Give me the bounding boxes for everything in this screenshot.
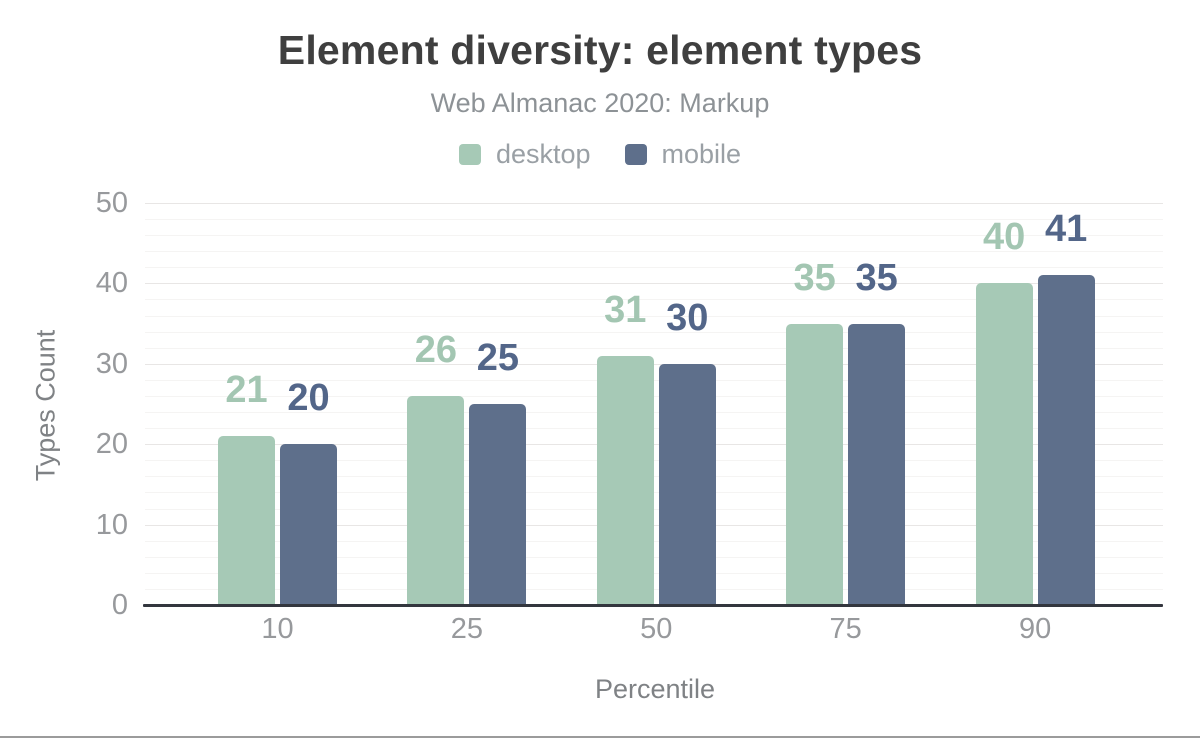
bar-mobile-p50 — [658, 363, 716, 605]
bar-value-label-mobile-p90: 41 — [1044, 208, 1088, 251]
legend-label-desktop: desktop — [495, 139, 591, 169]
x-axis-title: Percentile — [594, 674, 716, 704]
legend-swatch-mobile — [624, 144, 647, 165]
bar-desktop-p25 — [407, 395, 465, 605]
bar-desktop-p75 — [786, 323, 844, 605]
minor-gridline-14 — [145, 492, 1163, 494]
bar-value-label-mobile-p75: 35 — [855, 256, 898, 299]
x-tick-label-75: 75 — [829, 613, 862, 645]
x-tick-label-10: 10 — [261, 613, 294, 645]
major-gridline-50 — [145, 203, 1163, 204]
chart-subtitle: Web Almanac 2020: Markup — [430, 88, 770, 118]
bar-desktop-p10 — [218, 436, 275, 605]
bar-value-label-mobile-p50: 30 — [666, 296, 709, 339]
minor-gridline-16 — [145, 476, 1163, 478]
minor-gridline-24 — [145, 412, 1163, 414]
minor-gridline-38 — [145, 299, 1163, 301]
bar-value-label-desktop-p90: 40 — [982, 216, 1026, 259]
minor-gridline-4 — [145, 572, 1163, 574]
legend-item-desktop[interactable]: desktop — [458, 139, 591, 170]
x-tick-label-50: 50 — [640, 613, 673, 645]
bar-value-label-desktop-p25: 26 — [414, 328, 458, 371]
x-tick-label-25: 25 — [450, 613, 484, 645]
bar-value-label-mobile-p25: 25 — [476, 337, 520, 379]
minor-gridline-44 — [145, 251, 1163, 253]
y-tick-label-0: 0 — [111, 589, 128, 621]
figure-bottom-border — [0, 736, 1200, 738]
minor-gridline-28 — [145, 379, 1163, 381]
minor-gridline-46 — [145, 235, 1163, 237]
minor-gridline-8 — [145, 540, 1163, 542]
y-tick-label-50: 50 — [95, 187, 128, 219]
y-tick-label-30: 30 — [95, 347, 128, 380]
legend: desktop mobile — [0, 139, 1200, 170]
bar-value-label-mobile-p10: 20 — [287, 377, 330, 420]
minor-gridline-36 — [145, 315, 1163, 317]
y-tick-label-20: 20 — [95, 428, 128, 461]
bar-value-label-desktop-p10: 21 — [225, 369, 268, 412]
bar-desktop-p50 — [596, 355, 654, 605]
legend-swatch-desktop — [458, 144, 481, 165]
bar-value-label-desktop-p75: 35 — [793, 256, 836, 299]
legend-label-mobile: mobile — [661, 139, 742, 169]
minor-gridline-42 — [145, 267, 1163, 269]
major-gridline-20 — [145, 444, 1163, 446]
minor-gridline-22 — [145, 428, 1163, 430]
minor-gridline-34 — [145, 331, 1163, 333]
x-axis-line — [143, 604, 1163, 607]
minor-gridline-18 — [145, 460, 1163, 462]
minor-gridline-2 — [145, 588, 1163, 590]
bar-value-label-desktop-p50: 31 — [604, 288, 647, 331]
minor-gridline-12 — [145, 508, 1163, 510]
minor-gridline-48 — [145, 219, 1163, 221]
y-axis-title: Types Count — [30, 329, 61, 482]
legend-item-mobile[interactable]: mobile — [624, 139, 742, 170]
chart-title: Element diversity: element types — [277, 27, 923, 73]
y-tick-label-40: 40 — [95, 267, 128, 300]
major-gridline-10 — [145, 524, 1163, 526]
bar-mobile-p25 — [469, 404, 527, 605]
y-tick-label-10: 10 — [95, 508, 128, 541]
major-gridline-30 — [145, 363, 1163, 365]
bar-mobile-p10 — [280, 444, 337, 605]
major-gridline-40 — [145, 283, 1163, 285]
bar-mobile-p90 — [1037, 275, 1095, 605]
bar-mobile-p75 — [848, 323, 906, 605]
minor-gridline-6 — [145, 556, 1163, 558]
x-tick-label-90: 90 — [1018, 613, 1052, 645]
minor-gridline-32 — [145, 347, 1163, 349]
minor-gridline-26 — [145, 395, 1163, 397]
bar-desktop-p90 — [975, 283, 1033, 605]
